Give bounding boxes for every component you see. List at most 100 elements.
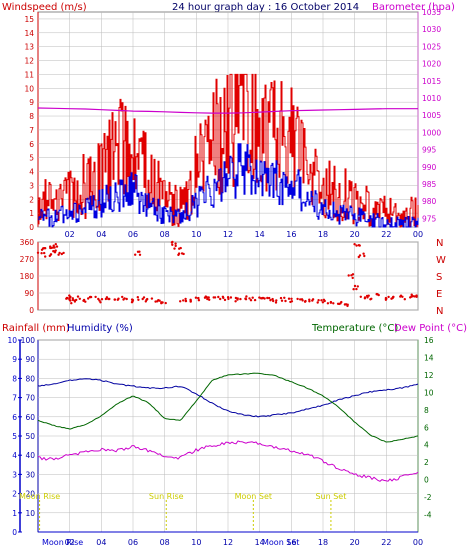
direction-point [44,247,47,250]
direction-point [68,294,71,297]
direction-y-tick-label: 0 [29,306,34,315]
direction-y-tick-label: 90 [24,289,34,298]
direction-point [57,253,60,256]
temperature-y-tick-label: -2 [424,493,432,502]
direction-point [182,299,185,302]
sun-rise-label: Sun Rise [149,492,184,501]
direction-point [384,298,388,301]
direction-point [375,292,379,296]
direction-point [206,297,209,301]
direction-point [150,297,154,300]
temperature-y-tick-label: 16 [424,336,434,345]
bottom-x-tick-label: 22 [381,538,391,547]
humidity-y-tick-label: 10 [25,509,35,518]
baro-y-tick-label: 1035 [422,8,441,17]
sun-set-label: Sun Set [315,492,346,501]
direction-point [184,299,188,303]
wind-x-tick-label: 10 [191,230,201,239]
humidity-line [37,378,419,418]
bottom-x-labels: 02 04 06 08 10 12 14 16 18 20 22 00 [65,538,424,547]
direction-point [387,295,390,299]
direction-point [239,297,242,301]
direction-point [70,302,73,305]
bottom-x-tick-label: 12 [223,538,233,547]
direction-point [138,253,142,256]
temperature-y-tick-label: 12 [424,371,434,380]
direction-point [279,296,283,300]
direction-point [248,297,251,300]
temperature-y-tick-label: 0 [424,476,429,485]
baro-y-tick-label: 1025 [422,42,441,51]
direction-point [177,253,180,257]
direction-point [299,298,302,301]
bottom-x-tick-label: 20 [350,538,360,547]
direction-point [117,297,120,300]
temperature-y-tick-label: 8 [424,406,429,415]
humidity-y-tick-label: 60 [25,413,35,422]
wind-x-tick-label: 16 [286,230,296,239]
wind-x-tick-label: 22 [381,230,391,239]
direction-point [53,251,57,254]
bottom-lines [37,372,419,533]
humidity-y-tick-label: 70 [25,394,35,403]
baro-y-tick-label: 975 [422,214,437,223]
humidity-y-tick-label: 80 [25,374,35,383]
direction-point [357,244,361,247]
compass-label: N [436,306,443,317]
direction-point [253,298,257,302]
direction-point [275,299,278,302]
direction-point [207,296,210,299]
direction-point [173,247,176,250]
direction-point [171,243,174,246]
barometer-line [37,107,418,114]
bottom-axis-ticks: 102030405060708090100012345678910-4-2024… [7,336,433,537]
direction-point [296,297,299,301]
direction-point [125,297,128,301]
rainfall-y-tick-label: 2 [12,490,17,499]
direction-point [403,298,406,301]
direction-point [179,300,182,303]
direction-point [244,298,248,301]
humidity-y-tick-label: 50 [25,432,35,441]
humidity-y-tick-label: 30 [25,470,35,479]
direction-point [377,293,380,297]
direction-point [260,297,264,300]
wind-x-tick-label: 08 [160,230,170,239]
wind-y-tick-label: 3 [29,181,34,190]
direction-point [222,296,225,300]
direction-point [391,296,394,300]
wind-x-tick-label: 04 [96,230,106,239]
direction-point [413,295,416,298]
direction-point [145,298,148,302]
direction-point [234,300,237,303]
direction-point [410,293,413,296]
wind-y-tick-label: 10 [24,84,34,93]
direction-point [357,255,360,259]
direction-point [108,297,111,301]
direction-point [352,288,355,291]
direction-point [339,302,342,305]
direction-point [359,295,362,298]
direction-point [53,246,56,249]
direction-point [236,297,239,300]
direction-point [104,297,108,301]
dewpoint-title: Dew Point (°C) [394,323,467,334]
rainfall-title: Rainfall (mm) [2,323,70,334]
wind-y-tick-label: 0 [29,223,34,232]
rainfall-y-tick-label: 10 [7,336,17,345]
wind-average-line [38,143,419,228]
direction-point [49,253,53,256]
dewpoint-line [37,440,419,482]
direction-point [284,299,287,303]
direction-point [399,295,402,298]
direction-point [301,299,304,302]
wind-gust-line [38,73,419,228]
direction-point [323,299,326,303]
wind-y-tick-label: 4 [29,168,34,177]
baro-y-tick-label: 990 [422,163,437,172]
wind-y-tick-label: 6 [29,140,34,149]
wind-y-tick-label: 2 [29,195,34,204]
bottom-grid [38,339,419,532]
bottom-x-tick-label: 08 [160,538,170,547]
